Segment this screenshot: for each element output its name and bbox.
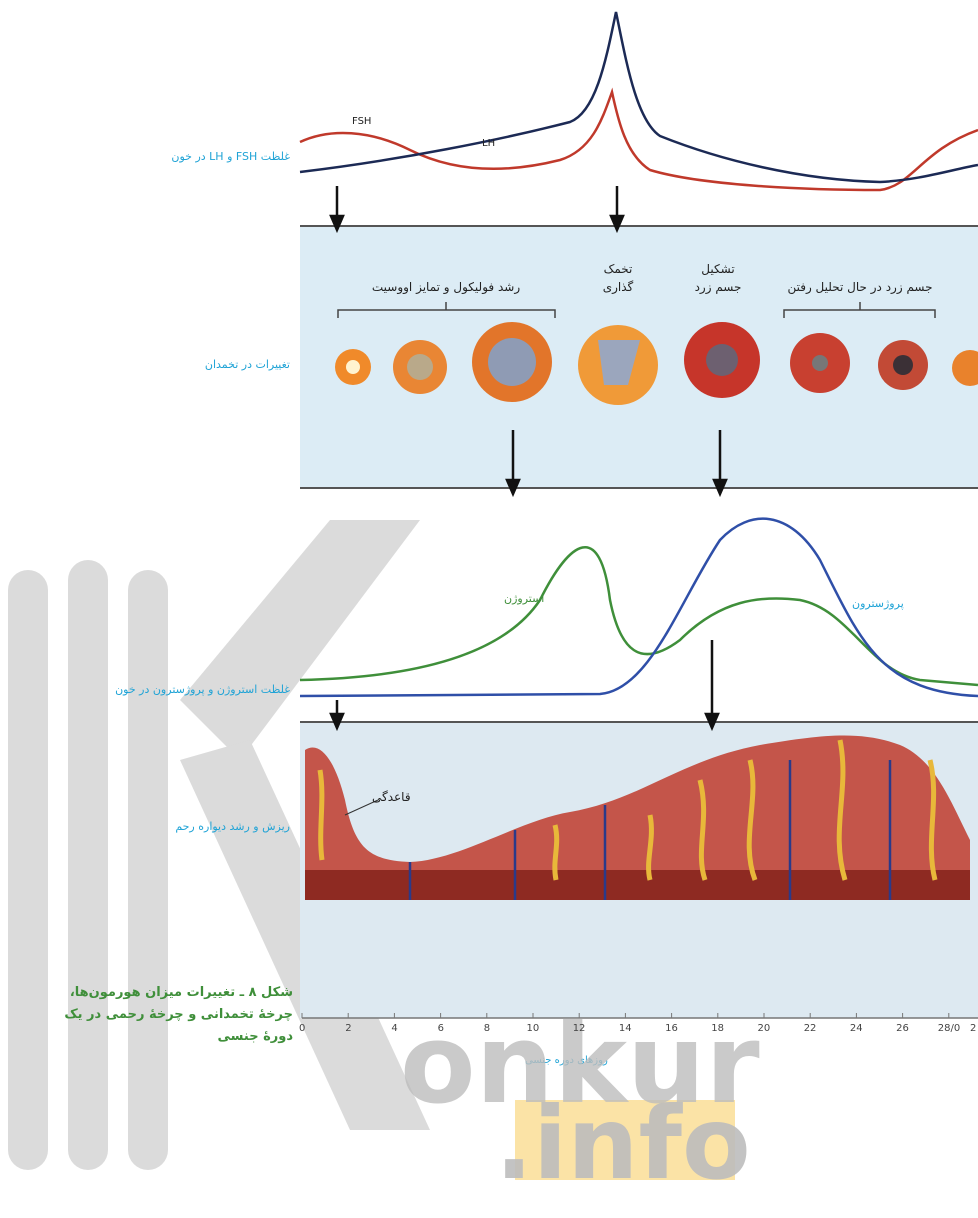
label: غلظت استروژن و پروژسترون در خون [115,683,290,696]
label: جسم زرد در حال تحلیل رفتن [787,280,932,294]
curve-label: FSH [352,116,371,127]
tick-label: 14 [619,1023,632,1034]
tick-label: 2 [345,1023,351,1034]
tick-label: 26 [896,1023,909,1034]
tick-label: 24 [850,1023,863,1034]
watermark: .info [495,1085,751,1202]
caption: شکل ۸ ـ تغییرات میزان هورمون‌ها، [70,985,293,1000]
tick-label: 6 [438,1023,444,1034]
lh-curve [300,12,978,182]
tick-label: 16 [665,1023,678,1034]
label: تشکیل [701,262,734,276]
tick-label: 4 [391,1023,397,1034]
label: ریزش و رشد دیواره رحم [175,820,290,833]
label: غلظت FSH و LH در خون [171,150,290,163]
label: تخمک [604,262,633,276]
tick-label: 0 [299,1023,305,1034]
tick-label: 8 [484,1023,490,1034]
label: قاعدگی [372,790,411,804]
tick-label: 20 [758,1023,771,1034]
tick-label: 18 [711,1023,724,1034]
curve-label: پروژسترون [852,597,904,610]
label: رشد فولیکول و تمایز اووسیت [372,280,520,294]
curve-label: LH [482,138,495,149]
myometrium [305,870,970,900]
label: گذاری [603,280,634,294]
caption: دورهٔ جنسی [218,1029,294,1044]
figure: غلظت FSH و LH در خون FSH LH رشد فولیکول … [0,0,978,1218]
label: تغییرات در تخمدان [205,358,290,371]
caption: چرخهٔ تخمدانی و چرخهٔ رحمی در یک [64,1007,293,1022]
tick-label: 28/0 [938,1023,960,1034]
curve-label: استروژن [504,592,544,605]
tick-label: 12 [573,1023,586,1034]
tick-label: 2 [970,1023,976,1034]
tick-label: 10 [527,1023,540,1034]
label: جسم زرد [695,280,742,294]
estrogen-curve [300,547,978,685]
tick-label: 22 [804,1023,817,1034]
